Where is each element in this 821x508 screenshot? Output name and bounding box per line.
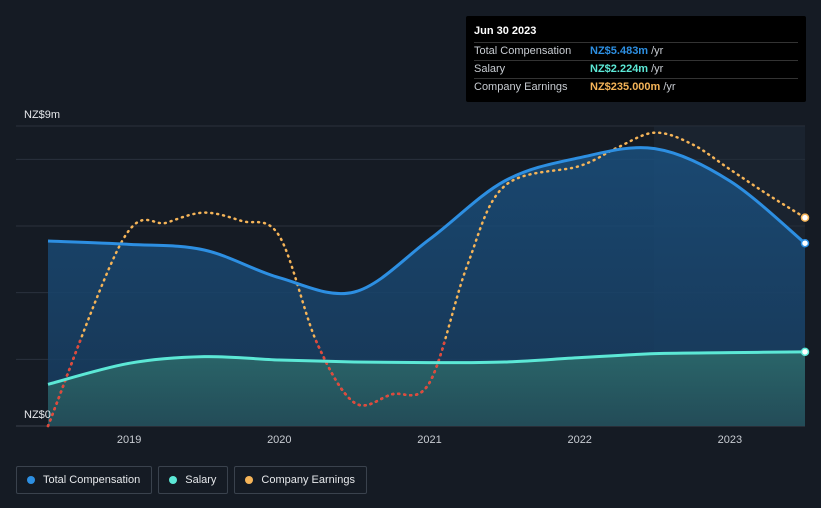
x-tick-label: 2021 xyxy=(417,434,441,446)
legend-label: Company Earnings xyxy=(261,474,355,486)
axis-labels: NZ$9m NZ$0 2019 2020 2021 2022 2023 xyxy=(24,109,742,446)
legend-dot-icon xyxy=(27,476,35,484)
salary-end-marker xyxy=(800,347,810,357)
legend-item-salary[interactable]: Salary xyxy=(158,466,229,494)
company-earnings-end-marker xyxy=(800,213,810,222)
tooltip-label: Company Earnings xyxy=(474,81,568,93)
salary-line xyxy=(47,350,806,386)
tooltip-row-total-compensation: Total Compensation NZ$5.483m /yr xyxy=(474,43,798,61)
legend-dot-icon xyxy=(245,476,254,484)
tooltip-panel: Jun 30 2023 Total Compensation NZ$5.483m… xyxy=(466,16,806,102)
company-earnings-line xyxy=(46,131,807,428)
series-lines xyxy=(46,131,807,428)
series-areas xyxy=(48,147,805,426)
total-compensation-end-marker xyxy=(800,238,810,248)
x-tick-label: 2020 xyxy=(267,434,291,446)
end-markers xyxy=(800,213,810,357)
x-tick-label: 2019 xyxy=(117,434,141,446)
tooltip-unit: /yr xyxy=(651,63,664,75)
tooltip-value: NZ$235.000m xyxy=(590,81,661,93)
y-axis-bottom-label: NZ$0 xyxy=(24,409,51,421)
tooltip-value: NZ$2.224m xyxy=(590,63,649,75)
tooltip-value: NZ$5.483m xyxy=(590,45,649,57)
y-axis-top-label: NZ$9m xyxy=(24,109,60,121)
tooltip-unit: /yr xyxy=(663,81,676,93)
tooltip-row-salary: Salary NZ$2.224m /yr xyxy=(474,61,798,79)
legend-item-total-compensation[interactable]: Total Compensation xyxy=(16,466,153,494)
tooltip-unit: /yr xyxy=(651,45,664,57)
legend-label: Salary xyxy=(185,474,217,486)
legend-item-company-earnings[interactable]: Company Earnings xyxy=(234,466,367,494)
x-tick-label: 2022 xyxy=(567,434,591,446)
legend-label: Total Compensation xyxy=(43,474,141,486)
chart-legend: Total Compensation Salary Company Earnin… xyxy=(16,466,367,494)
tooltip-label: Total Compensation xyxy=(474,45,572,57)
tooltip-label: Salary xyxy=(474,63,506,75)
tooltip-date: Jun 30 2023 xyxy=(474,24,798,43)
total-compensation-line xyxy=(47,146,806,296)
x-tick-label: 2023 xyxy=(718,434,742,446)
legend-dot-icon xyxy=(169,476,178,484)
tooltip-row-company-earnings: Company Earnings NZ$235.000m /yr xyxy=(474,79,798,96)
